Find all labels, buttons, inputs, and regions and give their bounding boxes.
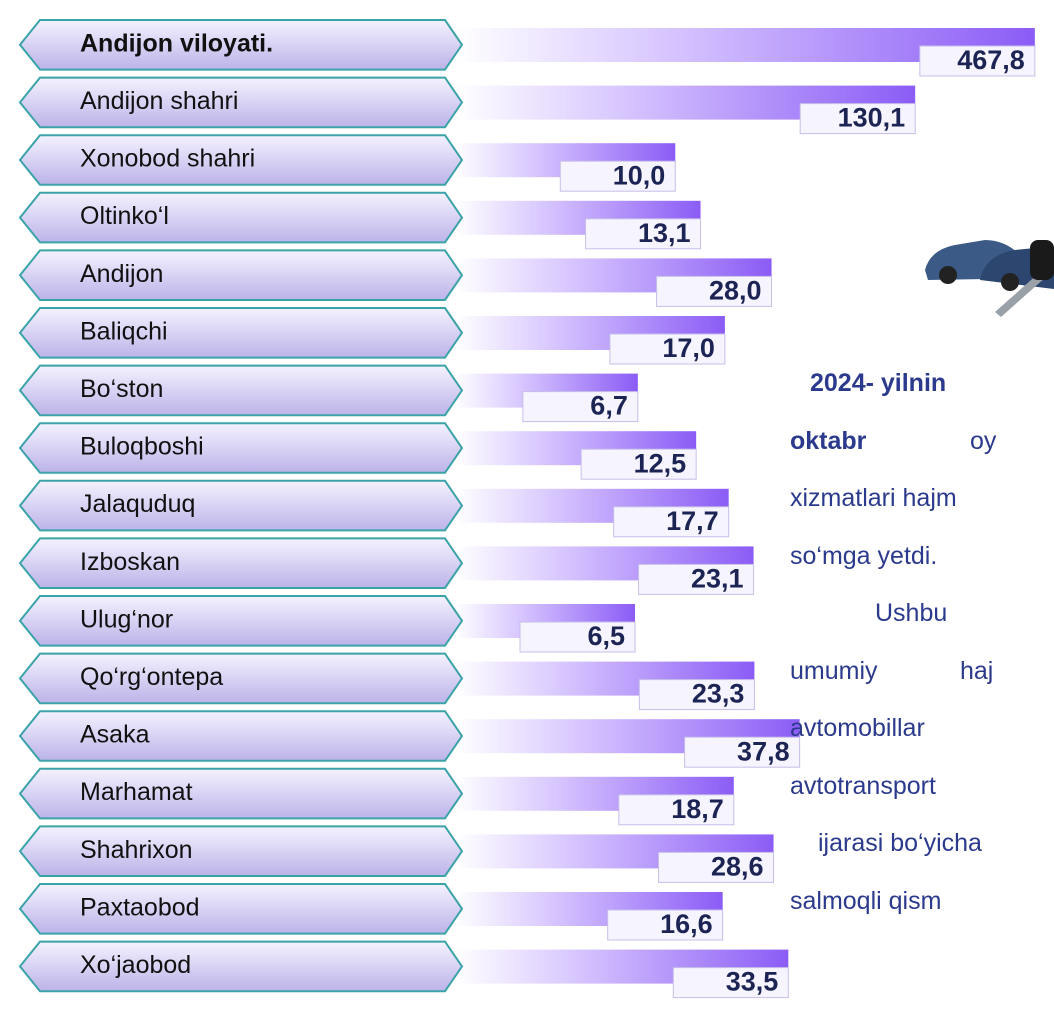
text: avtomobillar — [790, 714, 925, 742]
value-box — [656, 275, 773, 307]
text: oktabr — [790, 426, 867, 455]
text-line: so‘mga yetdi. — [790, 528, 1054, 586]
category-label: Andijon shahri — [80, 87, 238, 115]
text: oy — [970, 426, 997, 455]
value-label: 6,5 — [587, 621, 625, 651]
label-box — [18, 767, 464, 820]
category-label: Andijon viloyati. — [80, 29, 273, 57]
value-box — [585, 218, 702, 250]
label-box — [18, 595, 464, 647]
value-label: 18,7 — [671, 794, 724, 824]
text: umumiy — [790, 656, 878, 685]
category-label: Xo‘jaobod — [80, 951, 191, 979]
value-label: 467,8 — [957, 45, 1025, 75]
category-label: Bo‘ston — [80, 375, 163, 403]
category-label: Baliqchi — [80, 317, 168, 345]
value-box — [607, 909, 724, 941]
text: xizmatlari hajm — [790, 484, 957, 512]
text-line: umumiy haj — [790, 643, 1054, 701]
category-label: Paxtaobod — [80, 893, 200, 921]
value-label: 12,5 — [634, 448, 687, 478]
category-label: Qo‘rg‘ontepa — [80, 663, 223, 691]
category-label: Asaka — [80, 721, 150, 749]
value-box — [919, 45, 1036, 77]
value-box — [684, 736, 801, 768]
label-box — [18, 19, 464, 71]
category-label: Buloqboshi — [80, 433, 204, 461]
value-box — [613, 506, 730, 538]
category-label: Andijon — [80, 260, 163, 288]
text: salmoqli qism — [790, 886, 942, 915]
value-box — [519, 621, 636, 653]
text-line: salmoqli qism — [790, 873, 1054, 916]
label-box — [18, 652, 464, 705]
value-label: 10,0 — [613, 160, 666, 190]
text-line: ijarasi bo‘yicha — [790, 815, 1054, 873]
value-label: 28,0 — [709, 276, 762, 306]
value-label: 13,1 — [638, 218, 691, 248]
category-label: Ulug‘nor — [80, 605, 173, 633]
category-label: Xonobod shahri — [80, 145, 255, 173]
value-box — [638, 563, 755, 595]
label-box — [18, 883, 464, 935]
label-box — [18, 191, 464, 244]
label-box — [18, 134, 464, 186]
category-label: Shahrixon — [80, 836, 193, 864]
text-line: Ushbu — [790, 585, 1054, 643]
label-box — [18, 422, 464, 474]
label-box — [18, 537, 464, 589]
value-label: 6,7 — [590, 391, 628, 421]
text-line: avtotransport — [790, 758, 1054, 816]
value-box — [580, 448, 697, 480]
text-line: oktabr oy — [790, 413, 1054, 471]
label-box — [18, 307, 464, 359]
text: ijarasi bo‘yicha — [818, 829, 982, 857]
text-line: avtomobillar — [790, 700, 1054, 758]
description: 2024- yilnin oktabr oy xizmatlari hajm so‘mg… — [790, 355, 1054, 915]
text-line: 2024- yilnin — [790, 355, 1054, 413]
text: Ushbu — [875, 599, 948, 627]
text: 2024- yilnin — [810, 369, 947, 397]
value-label: 37,8 — [737, 736, 790, 766]
value-box — [618, 794, 735, 826]
label-box — [18, 76, 464, 129]
label-box — [18, 364, 464, 417]
category-label: Izboskan — [80, 548, 180, 576]
category-label: Marhamat — [80, 778, 193, 806]
value-label: 33,5 — [726, 967, 779, 997]
value-label: 28,6 — [711, 852, 764, 882]
value-box — [658, 851, 775, 883]
label-box — [18, 940, 464, 993]
text: avtotransport — [790, 771, 936, 800]
car-icon — [925, 240, 1054, 317]
category-label: Oltinko‘l — [80, 202, 169, 230]
value-label: 17,7 — [666, 506, 719, 536]
value-label: 130,1 — [838, 103, 906, 133]
value-box — [559, 160, 676, 192]
label-box — [18, 710, 464, 762]
text: so‘mga yetdi. — [790, 541, 938, 570]
label-box — [18, 825, 464, 877]
value-label: 23,1 — [691, 564, 744, 594]
value-box — [672, 967, 789, 999]
value-box — [522, 391, 639, 423]
value-box — [609, 333, 726, 365]
value-box — [638, 679, 755, 711]
label-box — [18, 479, 464, 532]
category-label: Jalaquduq — [80, 490, 195, 518]
text-line: xizmatlari hajm — [790, 470, 1054, 528]
value-label: 17,0 — [662, 333, 715, 363]
value-box — [799, 103, 916, 135]
value-label: 23,3 — [692, 679, 745, 709]
label-box — [18, 249, 464, 301]
text: haj — [960, 656, 994, 685]
value-label: 16,6 — [660, 909, 713, 939]
